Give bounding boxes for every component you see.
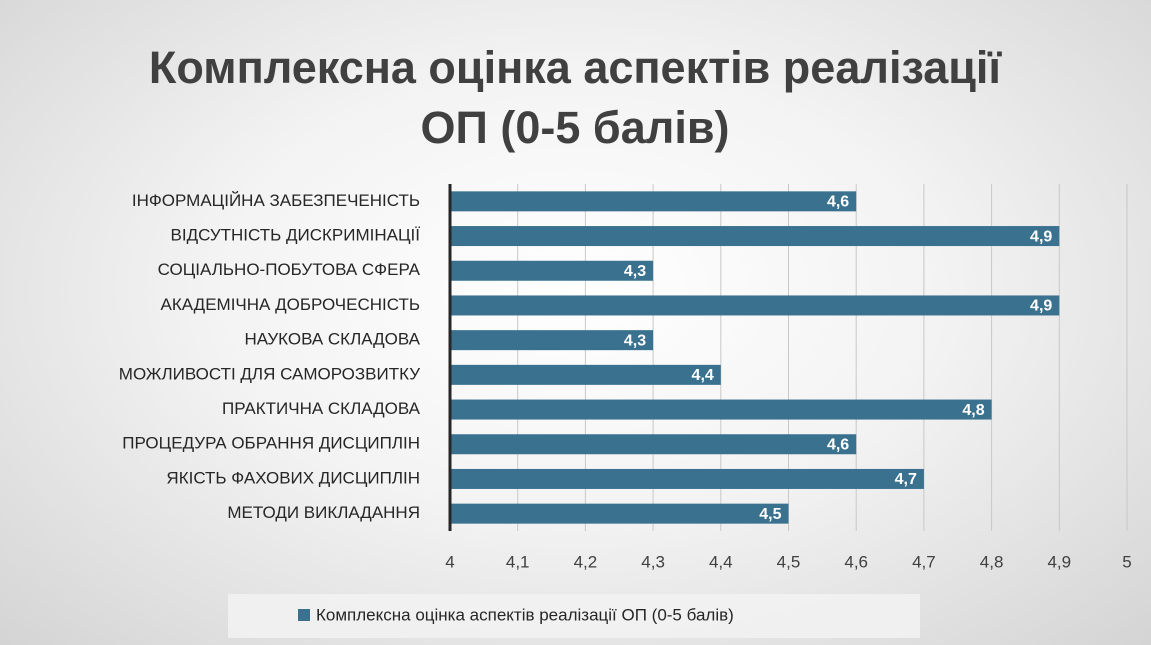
y-tick-label: ПРАКТИЧНА СКЛАДОВА — [222, 399, 421, 418]
chart-title: Комплексна оцінка аспектів реалізації ОП… — [148, 42, 1002, 153]
x-tick-label: 4,4 — [709, 552, 733, 571]
value-label: 4,9 — [1030, 228, 1052, 245]
y-tick-label: ВІДСУТНІСТЬ ДИСКРИМІНАЦІЇ — [171, 226, 421, 245]
bar — [450, 191, 857, 212]
y-tick-label: СОЦІАЛЬНО-ПОБУТОВА СФЕРА — [158, 260, 421, 279]
y-tick-label: ЯКІСТЬ ФАХОВИХ ДИСЦИПЛІН — [166, 468, 420, 487]
bar — [450, 260, 654, 281]
legend-swatch — [298, 609, 310, 621]
value-label: 4,9 — [1030, 298, 1052, 315]
x-tick-label: 4,8 — [980, 552, 1004, 571]
x-tick-label: 4,1 — [506, 552, 530, 571]
y-tick-label: АКАДЕМІЧНА ДОБРОЧЕСНІСТЬ — [161, 295, 420, 314]
x-tick-label: 4,2 — [574, 552, 598, 571]
value-label: 4,7 — [895, 471, 917, 488]
bar — [450, 399, 992, 420]
value-label: 4,3 — [624, 332, 646, 349]
y-tick-label: НАУКОВА СКЛАДОВА — [244, 330, 420, 349]
value-label: 4,6 — [827, 436, 849, 453]
value-label: 4,5 — [759, 506, 781, 523]
bar — [450, 364, 721, 385]
x-tick-label: 4,9 — [1047, 552, 1071, 571]
x-tick-label: 4,7 — [912, 552, 936, 571]
x-tick-label: 4,5 — [777, 552, 801, 571]
bar — [450, 295, 1060, 316]
bar — [450, 468, 924, 489]
y-tick-label: МЕТОДИ ВИКЛАДАННЯ — [227, 503, 420, 522]
x-tick-label: 4,3 — [641, 552, 665, 571]
x-tick-label: 4 — [445, 552, 454, 571]
value-label: 4,8 — [962, 402, 984, 419]
legend-label: Комплексна оцінка аспектів реалізації ОП… — [316, 605, 734, 624]
value-label: 4,4 — [692, 367, 714, 384]
x-tick-label: 4,6 — [844, 552, 868, 571]
value-label: 4,6 — [827, 194, 849, 211]
y-tick-label: МОЖЛИВОСТІ ДЛЯ САМОРОЗВИТКУ — [119, 364, 420, 383]
x-tick-label: 5 — [1122, 552, 1131, 571]
bar — [450, 434, 857, 455]
value-label: 4,3 — [624, 263, 646, 280]
bar — [450, 330, 654, 351]
legend-box — [228, 594, 920, 638]
bar — [450, 226, 1060, 247]
y-tick-label: ПРОЦЕДУРА ОБРАННЯ ДИСЦИПЛІН — [122, 434, 420, 453]
y-tick-label: ІНФОРМАЦІЙНА ЗАБЕЗПЕЧЕНІСТЬ — [132, 191, 420, 210]
bar — [450, 503, 789, 524]
